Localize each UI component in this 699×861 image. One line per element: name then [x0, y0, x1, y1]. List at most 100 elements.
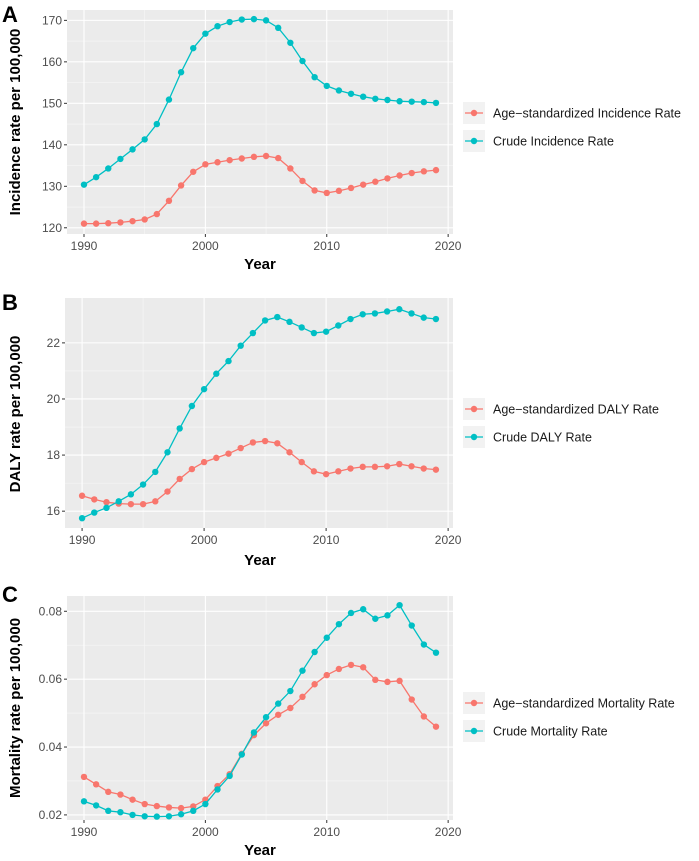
data-point: [420, 98, 428, 106]
data-point: [432, 649, 440, 656]
data-point: [237, 444, 244, 452]
y-tick-labels: 120 130 140 150 160 170: [42, 13, 67, 235]
panel-c: C 0.02 0.04 0.06 0.08 1990 2000 2010 2020 Year…: [2, 582, 675, 859]
y-tick-label: 0.06: [39, 672, 63, 686]
data-point: [190, 807, 197, 815]
data-point: [287, 704, 294, 712]
data-point: [141, 136, 148, 143]
data-point: [127, 500, 135, 508]
panel-b: B 16 18 20 22 1990 2000 2010 2020 Year DALY ra…: [2, 290, 659, 569]
data-point: [225, 357, 232, 365]
data-point: [359, 93, 367, 100]
data-point: [152, 468, 159, 476]
data-point: [250, 153, 258, 161]
data-point: [190, 168, 197, 175]
x-tick-label: 1990: [71, 239, 98, 253]
panel-a: A 120 130 140 150 160 170 1990 2000 2010 2020 Ye…: [2, 2, 681, 273]
data-point: [347, 609, 355, 617]
data-point: [117, 808, 124, 816]
x-tick-label: 1990: [71, 825, 98, 839]
legend-label: Age−standardized Mortality Rate: [493, 697, 675, 711]
data-point: [299, 693, 306, 700]
data-point: [396, 601, 403, 609]
data-point: [323, 189, 330, 197]
data-point: [78, 492, 86, 499]
data-point: [80, 773, 88, 781]
data-point: [372, 178, 379, 185]
data-point: [153, 120, 161, 128]
data-point: [202, 30, 209, 37]
y-tick-label: 20: [47, 392, 61, 406]
data-point: [310, 468, 318, 475]
legend: Age−standardized DALY Rate Crude DALY Ra…: [463, 398, 659, 448]
y-tick-label: 150: [42, 96, 62, 110]
y-axis-title: DALY rate per 100,000: [7, 336, 24, 493]
data-point: [165, 197, 173, 205]
data-point: [177, 182, 185, 189]
data-point: [396, 306, 403, 313]
data-point: [152, 498, 159, 505]
data-point: [117, 791, 124, 798]
data-point: [347, 661, 355, 669]
data-point: [164, 449, 171, 456]
data-point: [262, 713, 270, 721]
panel-letter: C: [2, 582, 18, 607]
data-point: [420, 641, 428, 648]
x-tick-labels: 1990 2000 2010 2020: [69, 528, 462, 547]
data-point: [275, 711, 282, 718]
data-point: [105, 165, 112, 172]
legend-key-point: [470, 727, 478, 735]
data-point: [78, 514, 86, 522]
legend-label: Crude DALY Rate: [493, 431, 592, 445]
data-point: [335, 187, 343, 195]
data-point: [213, 454, 220, 462]
data-point: [323, 82, 330, 90]
data-point: [103, 499, 110, 506]
data-point: [408, 622, 415, 629]
data-point: [91, 496, 98, 503]
data-point: [80, 181, 88, 188]
data-point: [396, 172, 403, 179]
data-point: [408, 310, 415, 317]
data-point: [275, 154, 282, 162]
data-point: [322, 328, 330, 335]
data-point: [275, 24, 282, 32]
data-point: [384, 96, 391, 104]
data-point: [238, 16, 245, 23]
data-point: [80, 220, 88, 227]
x-axis-title: Year: [244, 842, 276, 859]
data-point: [153, 813, 161, 820]
data-point: [141, 813, 148, 820]
data-point: [299, 667, 306, 674]
data-point: [214, 159, 221, 166]
data-point: [298, 324, 305, 331]
data-point: [115, 498, 122, 505]
data-point: [311, 74, 318, 81]
data-point: [165, 804, 173, 811]
data-point: [153, 802, 161, 810]
plot-background: [65, 298, 453, 528]
data-point: [129, 146, 136, 153]
data-point: [80, 798, 88, 805]
x-tick-label: 1990: [69, 533, 96, 547]
data-point: [129, 811, 136, 819]
data-point: [359, 606, 367, 613]
data-point: [335, 322, 342, 329]
data-point: [177, 811, 185, 818]
data-point: [311, 648, 318, 656]
plot-background: [67, 10, 453, 234]
legend-key-point: [470, 405, 478, 413]
data-point: [287, 687, 294, 695]
y-axis-title: Mortality rate per 100,000: [7, 618, 24, 798]
data-point: [432, 166, 440, 174]
data-point: [347, 184, 355, 192]
y-tick-label: 22: [47, 336, 61, 350]
data-point: [335, 468, 342, 475]
data-point: [250, 729, 258, 736]
series-layer: [80, 15, 440, 227]
data-point: [176, 425, 183, 432]
data-point: [420, 168, 428, 175]
data-point: [164, 488, 171, 495]
data-point: [347, 465, 354, 472]
x-tick-label: 2010: [313, 533, 340, 547]
